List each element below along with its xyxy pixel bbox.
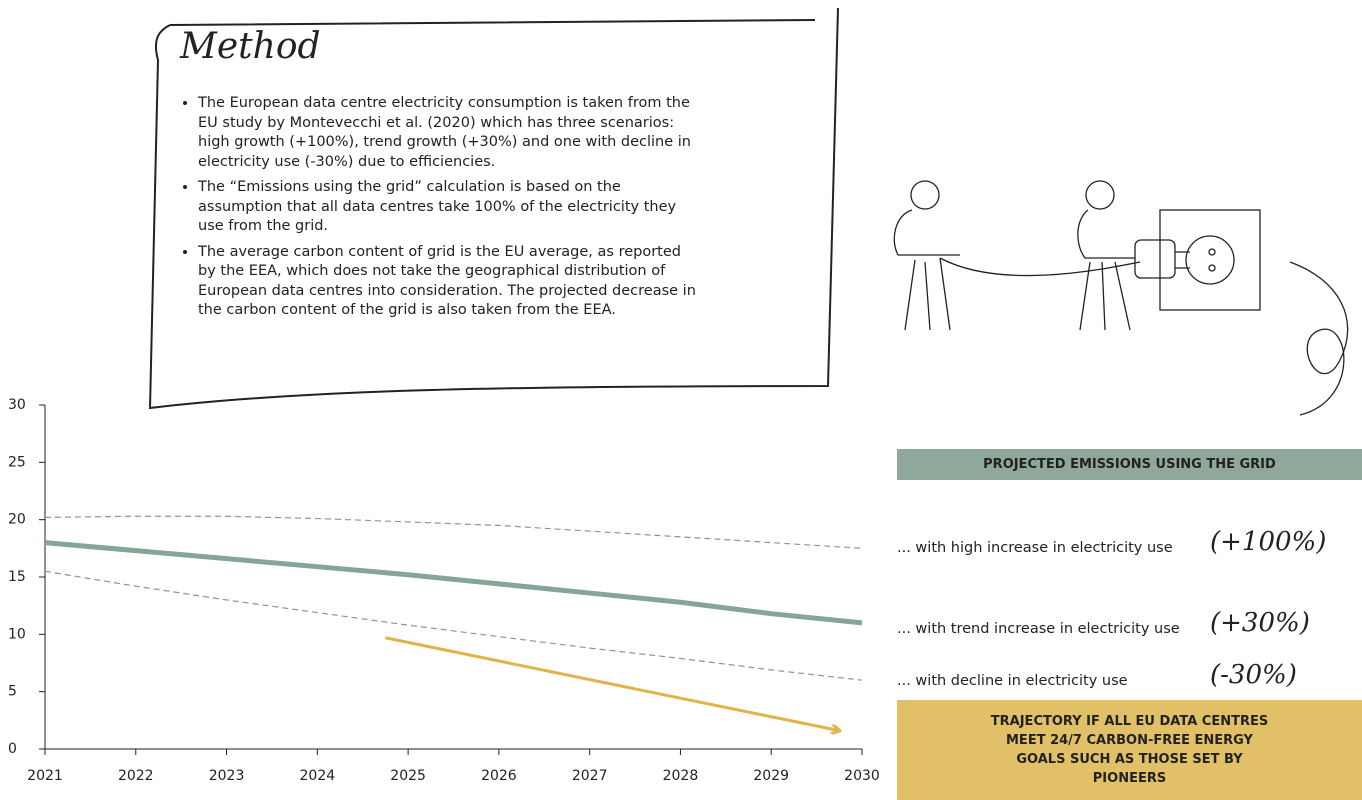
x-tick-label: 2026 [481, 768, 517, 784]
trajectory-arrow [385, 636, 839, 731]
legend-label: (-30%) [1210, 660, 1297, 690]
legend-label: (+100%) [1210, 527, 1327, 557]
method-bullet: The average carbon content of grid is th… [198, 243, 698, 321]
legend-entry: ... with trend increase in electricity u… [897, 621, 1180, 637]
y-tick-label: 20 [8, 512, 26, 528]
y-tick-label: 25 [8, 454, 26, 470]
legend-entry: ... with high increase in electricity us… [897, 540, 1173, 556]
x-tick-label: 2025 [390, 768, 426, 784]
x-tick-label: 2021 [27, 768, 63, 784]
method-bullet: The “Emissions using the grid” calculati… [198, 178, 698, 237]
y-tick-label: 30 [8, 397, 26, 413]
x-tick-label: 2024 [300, 768, 336, 784]
y-tick-label: 5 [8, 684, 17, 700]
trajectory-box: TRAJECTORY IF ALL EU DATA CENTRES MEET 2… [897, 700, 1362, 800]
illustration [893, 180, 1349, 416]
x-tick-label: 2022 [118, 768, 154, 784]
legend-entry: TRAJECTORY IF ALL EU DATA CENTRES MEET 2… [990, 714, 1269, 786]
y-tick-label: 15 [8, 569, 26, 585]
x-tick-label: 2023 [209, 768, 245, 784]
x-tick-label: 2027 [572, 768, 608, 784]
x-tick-label: 2030 [844, 768, 880, 784]
y-tick-label: 0 [8, 741, 17, 757]
method-title: Method [180, 26, 321, 67]
legend-title: PROJECTED EMISSIONS USING THE GRID [897, 449, 1362, 480]
method-frame [148, 7, 839, 410]
method-list: The European data centre electricity con… [180, 94, 698, 327]
series-line [44, 570, 863, 681]
legend-label: (+30%) [1210, 608, 1310, 638]
x-tick-label: 2029 [753, 768, 789, 784]
method-bullet: The European data centre electricity con… [198, 94, 698, 172]
series-line [44, 515, 863, 549]
series-line [44, 540, 863, 626]
y-tick-label: 10 [8, 626, 26, 642]
x-tick-label: 2028 [663, 768, 699, 784]
legend-entry: ... with decline in electricity use [897, 673, 1128, 689]
